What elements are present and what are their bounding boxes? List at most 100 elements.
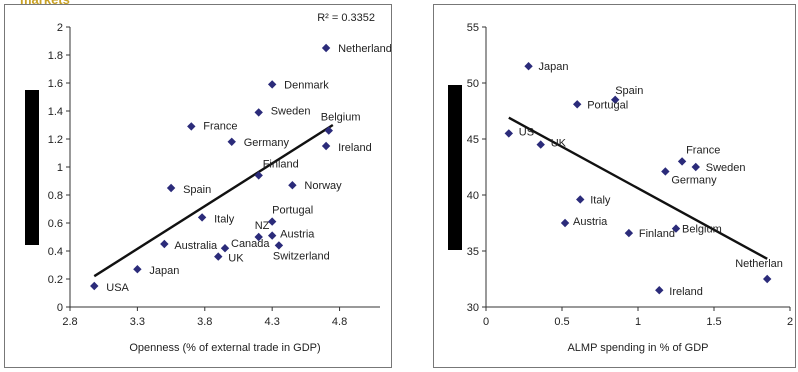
chart-panel-almp: 30 35 40 45 50 55 0 0.5 1 1.5 2 ALMP spending in % … <box>433 4 796 368</box>
data-point-label: Spain <box>615 85 643 97</box>
data-point-marker <box>166 183 176 193</box>
data-point-marker <box>504 129 513 138</box>
data-point-marker <box>227 137 236 146</box>
data-point-marker <box>254 108 263 117</box>
data-point-label: Netherlan <box>735 258 783 270</box>
y-tick-label: 1.8 <box>48 50 63 62</box>
data-point-label: Portugal <box>272 205 313 217</box>
data-point-label: Portugal <box>587 99 628 111</box>
data-point-marker <box>90 281 99 291</box>
data-point-marker <box>624 228 634 238</box>
x-tick-label: 3.8 <box>197 316 212 328</box>
y-tick-label: 45 <box>467 134 479 146</box>
data-point-marker <box>267 80 277 89</box>
y-tick-label: 2 <box>57 22 63 34</box>
data-point-marker <box>324 126 333 135</box>
data-point-label: UK <box>551 138 567 150</box>
data-point-label: Denmark <box>284 79 329 91</box>
data-point-marker <box>133 265 142 274</box>
x-tick-label: 3.3 <box>130 316 145 328</box>
data-point-label: Germany <box>671 174 717 186</box>
y-tick-label: 0.6 <box>48 218 63 230</box>
data-point-label: Austria <box>280 229 315 241</box>
data-point-marker <box>321 43 331 53</box>
trend-line <box>508 116 768 260</box>
data-point-label: Austria <box>573 216 608 228</box>
data-point-label: Italy <box>590 194 611 206</box>
x-tick-label: 2.8 <box>62 316 77 328</box>
data-point-label: Australia <box>174 240 218 252</box>
chart-panel-openness: 0 0.2 0.4 0.6 0.8 1 1.2 1.4 1.6 1.8 2 2.8 3.3 3.8 4.3 4… <box>4 4 392 368</box>
y-tick-label: 50 <box>467 78 479 90</box>
data-point-label: Spain <box>183 184 211 196</box>
data-point-marker <box>187 122 196 131</box>
y-tick-label: 40 <box>467 190 479 202</box>
clipped-title: markets <box>20 0 70 7</box>
data-point-marker <box>160 239 169 249</box>
data-point-label: Sweden <box>271 105 311 117</box>
x-axis-label: ALMP spending in % of GDP <box>567 342 708 354</box>
redaction-bar <box>448 85 462 250</box>
data-point-label: France <box>203 120 237 132</box>
data-point-label: Belgium <box>682 224 722 236</box>
data-point-marker <box>267 217 277 226</box>
y-tick-label: 55 <box>467 22 479 34</box>
data-point-marker <box>576 195 585 204</box>
data-point-label: UK <box>228 253 244 265</box>
data-point-label: Belgium <box>321 112 361 124</box>
y-tick-label: 0.4 <box>48 246 63 258</box>
data-point-label: USA <box>106 282 129 294</box>
data-point-label: Japan <box>539 61 569 73</box>
y-tick-label: 35 <box>467 246 479 258</box>
x-tick-label: 1.5 <box>706 316 721 328</box>
openness-scatter-chart: 0 0.2 0.4 0.6 0.8 1 1.2 1.4 1.6 1.8 2 2.8 3.3 3.8 4.3 4… <box>48 12 392 354</box>
data-point-label: Germany <box>244 137 290 149</box>
data-point-label: France <box>686 144 720 156</box>
data-point-label: Italy <box>214 213 235 225</box>
data-point-marker <box>671 224 681 233</box>
data-point-marker <box>288 181 297 190</box>
data-point-label: Finland <box>639 228 675 240</box>
x-tick-label: 4.8 <box>332 316 347 328</box>
data-point-label: Sweden <box>706 162 746 174</box>
data-point-label: Ireland <box>669 286 703 298</box>
x-tick-label: 0 <box>483 316 489 328</box>
data-point-label: Ireland <box>338 142 372 154</box>
data-point-label: Canada <box>231 238 270 250</box>
data-point-marker <box>763 274 772 284</box>
data-point-marker <box>661 167 670 176</box>
data-point-marker <box>274 241 284 250</box>
x-tick-label: 0.5 <box>554 316 569 328</box>
x-tick-label: 2 <box>787 316 793 328</box>
data-point-marker <box>197 213 207 222</box>
data-point-marker <box>536 140 545 149</box>
data-point-marker <box>691 162 700 172</box>
data-point-marker <box>220 244 230 253</box>
data-point-label: NZ <box>255 220 270 232</box>
almp-scatter-chart: 30 35 40 45 50 55 0 0.5 1 1.5 2 ALMP spending in % … <box>467 22 793 354</box>
data-point-marker <box>267 231 277 240</box>
data-point-marker <box>321 141 331 151</box>
data-point-marker <box>573 100 582 109</box>
data-point-marker <box>214 252 223 261</box>
y-tick-label: 0.8 <box>48 190 63 202</box>
data-point-label: US <box>519 126 534 138</box>
y-tick-label: 0 <box>57 302 63 314</box>
data-point-marker <box>560 218 570 228</box>
x-tick-label: 4.3 <box>265 316 280 328</box>
data-point-label: Netherland <box>338 43 391 55</box>
data-point-marker <box>677 157 687 166</box>
data-point-label: Norway <box>304 180 342 192</box>
x-tick-label: 1 <box>635 316 641 328</box>
data-point-marker <box>655 286 664 295</box>
y-tick-label: 1.4 <box>48 106 63 118</box>
data-point-label: Switzerland <box>273 250 330 262</box>
trend-line <box>93 123 334 278</box>
x-axis-label: Openness (% of external trade in GDP) <box>129 342 320 354</box>
data-point-label: Japan <box>149 265 179 277</box>
y-tick-label: 1.6 <box>48 78 63 90</box>
data-point-label: Finland <box>263 158 299 170</box>
y-tick-label: 30 <box>467 302 479 314</box>
y-tick-label: 0.2 <box>48 274 63 286</box>
r-squared-annotation: R² = 0.3352 <box>317 12 375 24</box>
